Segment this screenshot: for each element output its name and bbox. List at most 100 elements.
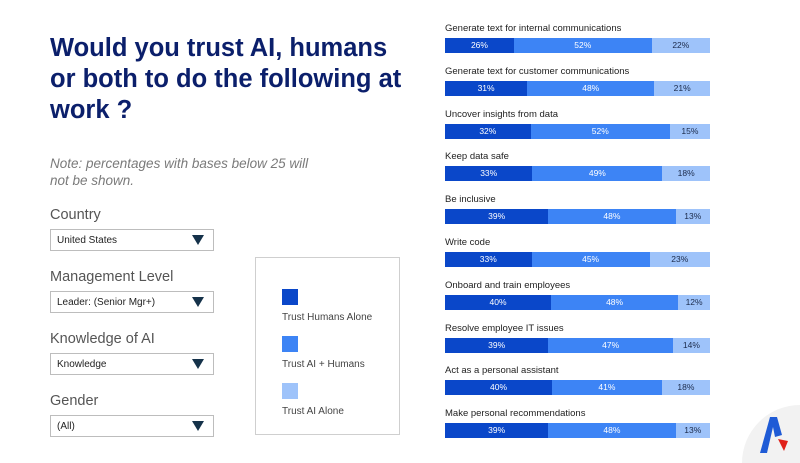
stacked-bar: 39% 48% 13%	[445, 423, 710, 439]
bar-segment-ai-humans[interactable]	[548, 209, 676, 225]
data-label-ai-humans: 47%	[602, 339, 620, 350]
data-label-ai-alone: 12%	[685, 296, 703, 307]
data-label-humans-alone: 39%	[488, 339, 506, 350]
chart-row: Generate text for internal communication…	[445, 22, 710, 53]
management-level-filter: Management Level Leader: (Senior Mgr+)	[50, 269, 214, 313]
data-label-ai-alone: 14%	[682, 339, 700, 350]
data-label-humans-alone: 32%	[479, 125, 497, 136]
data-label-ai-alone: 15%	[681, 125, 699, 136]
bar-segment-humans-alone[interactable]	[445, 252, 532, 267]
data-label-humans-alone: 33%	[479, 254, 497, 264]
data-label-ai-alone: 21%	[673, 82, 691, 93]
knowledge-of-ai-select-value: Knowledge	[57, 358, 107, 370]
category-label: Write code	[445, 237, 491, 248]
stacked-bar: 31% 48% 21%	[445, 80, 710, 96]
legend-swatch-ai-alone	[282, 383, 298, 399]
bar-segment-ai-alone[interactable]	[672, 337, 710, 353]
bar-segment-ai-alone[interactable]	[654, 80, 710, 96]
bar-segment-ai-humans[interactable]	[531, 252, 650, 267]
bar-segment-ai-alone[interactable]	[651, 38, 710, 53]
bar-segment-ai-humans[interactable]	[527, 80, 655, 96]
data-label-ai-alone: 18%	[677, 382, 695, 393]
gender-select-value: (All)	[57, 420, 75, 432]
bar-segment-humans-alone[interactable]	[445, 38, 514, 53]
bar-segment-ai-humans[interactable]	[551, 294, 679, 310]
category-label: Generate text for internal communication…	[445, 23, 622, 34]
country-select-value: United States	[57, 234, 118, 246]
gender-select[interactable]: (All)	[50, 415, 214, 437]
bar-segment-ai-alone[interactable]	[669, 123, 710, 139]
bar-segment-humans-alone[interactable]	[445, 166, 533, 182]
data-label-ai-humans: 48%	[606, 296, 624, 307]
bar-segment-ai-humans[interactable]	[530, 123, 670, 139]
stacked-bar: 33% 45% 23%	[445, 252, 710, 267]
category-label: Generate text for customer communication…	[445, 65, 630, 77]
chart-row: Keep data safe 33% 49% 18%	[445, 150, 710, 182]
chart-note: Note: percentages with bases below 25 wi…	[50, 156, 309, 188]
data-label-ai-humans: 52%	[591, 125, 609, 136]
data-label-ai-alone: 18%	[677, 168, 695, 179]
legend-item-ai-alone[interactable]: Trust AI Alone	[282, 383, 344, 417]
knowledge-of-ai-select[interactable]: Knowledge	[50, 353, 214, 375]
category-label: Resolve employee IT issues	[445, 322, 564, 334]
bar-segment-ai-alone[interactable]	[675, 209, 710, 225]
chart-row: Make personal recommendations 39% 48% 13%	[445, 407, 710, 439]
legend-label-ai-alone: Trust AI Alone	[282, 406, 344, 417]
category-label: Make personal recommendations	[445, 408, 586, 420]
data-label-ai-humans: 52%	[574, 40, 592, 50]
management-level-select[interactable]: Leader: (Senior Mgr+)	[50, 291, 214, 313]
bar-segment-humans-alone[interactable]	[445, 337, 549, 353]
stacked-bar: 39% 47% 14%	[445, 337, 710, 353]
chart-row: Act as a personal assistant 40% 41% 18%	[445, 364, 710, 396]
data-label-humans-alone: 39%	[488, 425, 506, 436]
bar-segment-ai-humans[interactable]	[513, 38, 652, 53]
gender-filter-label: Gender	[50, 393, 99, 409]
bar-segment-ai-alone[interactable]	[678, 294, 710, 310]
brand-logo-icon	[742, 405, 800, 463]
data-label-ai-alone: 22%	[672, 40, 690, 50]
bar-segment-humans-alone[interactable]	[445, 123, 531, 139]
legend-item-humans-alone[interactable]: Trust Humans Alone	[282, 289, 372, 323]
stacked-bar: 33% 49% 18%	[445, 166, 710, 182]
country-filter-label: Country	[50, 207, 101, 223]
data-label-ai-humans: 48%	[603, 211, 621, 222]
dropdown-arrow-icon	[192, 421, 204, 431]
data-label-ai-alone: 23%	[671, 254, 689, 264]
category-label: Act as a personal assistant	[445, 365, 559, 377]
data-label-ai-humans: 48%	[582, 82, 600, 93]
bar-segment-ai-humans[interactable]	[532, 166, 663, 182]
legend-label-ai-humans: Trust AI + Humans	[282, 359, 365, 370]
management-level-select-value: Leader: (Senior Mgr+)	[57, 296, 156, 308]
chart-title: Would you trust AI, humans or both to do…	[50, 34, 402, 124]
legend-swatch-humans-alone	[282, 289, 298, 305]
bar-segment-ai-alone[interactable]	[649, 252, 710, 267]
bar-segment-humans-alone[interactable]	[445, 380, 553, 396]
data-label-humans-alone: 26%	[470, 40, 488, 50]
bar-segment-humans-alone[interactable]	[445, 294, 551, 310]
data-label-humans-alone: 33%	[480, 168, 498, 179]
data-label-ai-alone: 13%	[684, 425, 702, 436]
bar-segment-ai-humans[interactable]	[548, 337, 673, 353]
bar-segment-ai-humans[interactable]	[552, 380, 662, 396]
bar-segment-humans-alone[interactable]	[445, 423, 549, 439]
bar-segment-humans-alone[interactable]	[445, 80, 528, 96]
stacked-bar: 32% 52% 15%	[445, 123, 710, 139]
bar-segment-humans-alone[interactable]	[445, 209, 549, 225]
country-select[interactable]: United States	[50, 229, 214, 251]
bar-segment-ai-alone[interactable]	[675, 423, 710, 439]
chart-row: Onboard and train employees 40% 48% 12%	[445, 279, 710, 310]
data-label-ai-humans: 48%	[603, 425, 621, 436]
data-label-humans-alone: 40%	[490, 382, 508, 393]
knowledge-of-ai-filter: Knowledge of AI Knowledge	[50, 331, 214, 375]
chart-row: Generate text for customer communication…	[445, 65, 710, 96]
category-label: Uncover insights from data	[445, 108, 558, 120]
legend-item-ai-humans[interactable]: Trust AI + Humans	[282, 336, 365, 370]
category-label: Be inclusive	[445, 194, 496, 206]
chart-row: Resolve employee IT issues 39% 47% 14%	[445, 322, 710, 353]
bar-segment-ai-humans[interactable]	[548, 423, 676, 439]
chart-row: Be inclusive 39% 48% 13%	[445, 193, 710, 225]
data-label-ai-humans: 41%	[598, 382, 616, 393]
bar-segment-ai-alone[interactable]	[661, 380, 710, 396]
stacked-bar: 39% 48% 13%	[445, 209, 710, 225]
bar-segment-ai-alone[interactable]	[662, 166, 710, 182]
